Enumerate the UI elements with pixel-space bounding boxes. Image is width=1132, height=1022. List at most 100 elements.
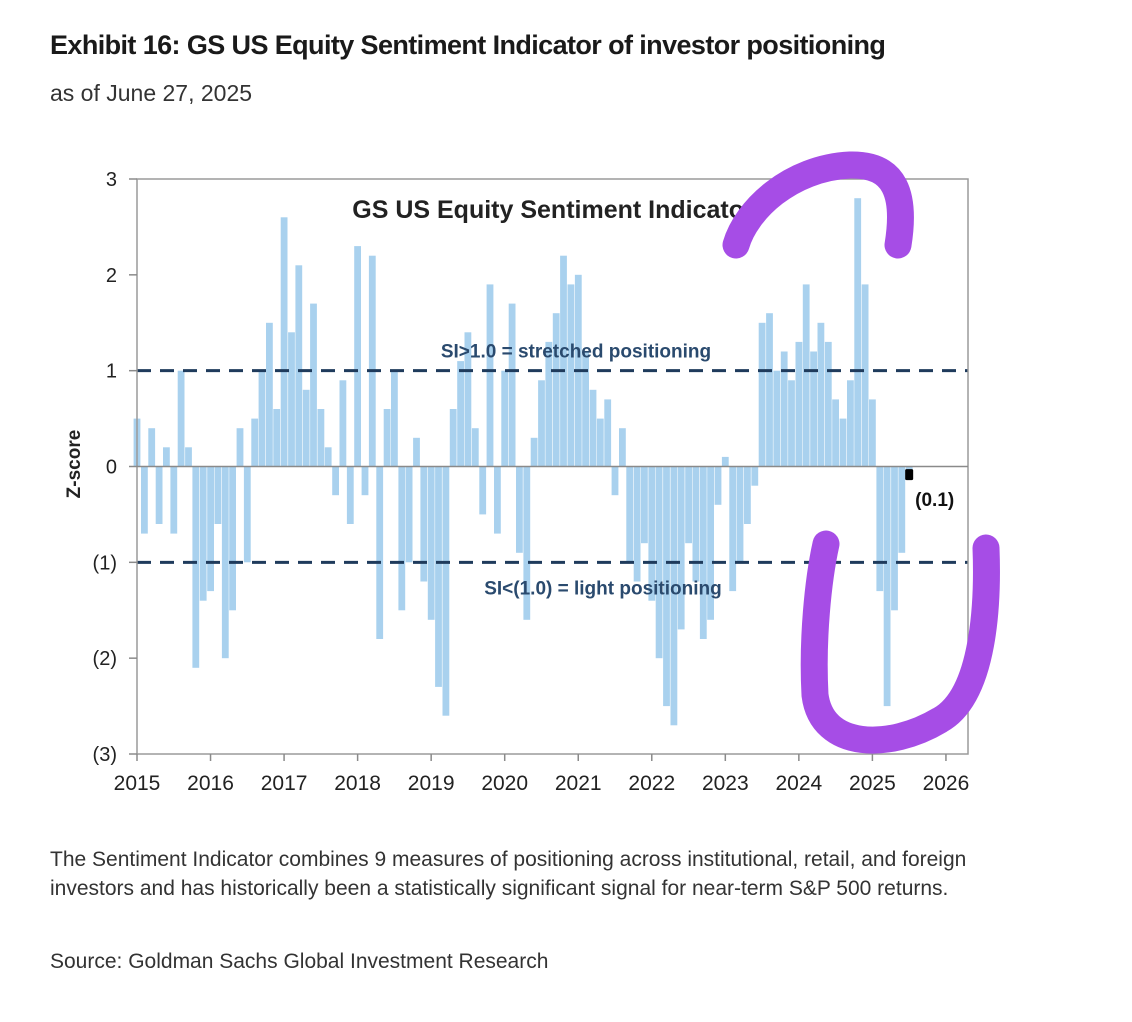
bar <box>707 466 714 620</box>
bar <box>288 332 295 467</box>
x-tick-label: 2019 <box>408 772 455 795</box>
bar <box>633 466 641 582</box>
bar <box>391 370 398 467</box>
bar <box>332 466 339 496</box>
exhibit-title: Exhibit 16: GS US Equity Sentiment Indic… <box>50 30 886 60</box>
bar <box>552 313 560 467</box>
bar <box>883 466 891 707</box>
highlight-stroke <box>800 530 1000 754</box>
bar <box>582 351 589 467</box>
bar <box>361 466 369 496</box>
x-tick-label: 2015 <box>114 772 161 795</box>
bar <box>427 466 435 620</box>
bar <box>847 380 854 467</box>
bar <box>869 399 876 467</box>
bar <box>383 409 391 467</box>
threshold-label: SI>1.0 = stretched positioning <box>441 342 711 363</box>
bar <box>302 389 310 467</box>
bar <box>207 466 214 592</box>
exhibit-subtitle: as of June 27, 2025 <box>50 80 253 106</box>
bar <box>508 303 516 467</box>
bar <box>251 418 259 467</box>
x-tick-label: 2026 <box>923 772 970 795</box>
bar <box>560 255 567 467</box>
y-tick-label: 1 <box>106 361 117 383</box>
x-tick-label: 2022 <box>628 772 675 795</box>
bar <box>788 380 795 467</box>
bar <box>648 466 656 601</box>
bar <box>310 303 317 467</box>
bar <box>773 370 781 467</box>
bar <box>185 447 192 467</box>
y-tick-label: 3 <box>106 169 117 191</box>
bar <box>626 466 634 563</box>
footnote-text: The Sentiment Indicator combines 9 measu… <box>50 848 967 900</box>
bar <box>435 466 442 687</box>
bar <box>494 466 501 534</box>
bar <box>538 380 545 467</box>
bar <box>802 284 810 467</box>
y-axis-label: Z-score <box>64 430 85 499</box>
bar <box>854 198 862 467</box>
sentiment-chart: SI>1.0 = stretched positioning SI<(1.0) =… <box>64 151 1000 795</box>
bar <box>751 466 759 486</box>
bar <box>398 466 406 611</box>
bar <box>376 466 384 639</box>
bar <box>339 380 347 467</box>
annotations: (0.1) <box>722 151 1000 754</box>
latest-value-label: (0.1) <box>915 490 954 511</box>
x-tick-label: 2024 <box>775 772 822 795</box>
bar <box>354 246 361 467</box>
bar <box>516 466 523 553</box>
axes: 3 2 1 0 (1) (2) (3) 2015 2016 2017 2018 2019 2020 202… <box>93 169 970 795</box>
bar <box>368 255 376 467</box>
bar <box>501 370 509 467</box>
bar <box>170 466 178 534</box>
bar <box>699 466 707 639</box>
y-tick-label: 0 <box>106 457 117 479</box>
bar <box>655 466 663 659</box>
bar <box>780 351 788 467</box>
bar <box>876 466 884 592</box>
latest-value-marker <box>905 469 914 481</box>
bar <box>898 466 906 553</box>
y-tick-label: (3) <box>93 744 117 766</box>
bar <box>199 466 207 601</box>
bar <box>824 341 832 467</box>
threshold-label: SI<(1.0) = light positioning <box>484 578 722 599</box>
x-tick-label: 2023 <box>702 772 749 795</box>
bar <box>479 466 487 515</box>
bar <box>670 466 678 726</box>
x-tick-label: 2025 <box>849 772 896 795</box>
bar <box>192 466 200 668</box>
bar <box>677 466 685 630</box>
x-tick-label: 2018 <box>334 772 381 795</box>
bar <box>229 466 236 611</box>
bar <box>817 322 825 467</box>
bar <box>177 370 185 467</box>
chart-title: GS US Equity Sentiment Indicator <box>352 196 754 224</box>
bar <box>663 466 670 707</box>
bar-series <box>133 198 913 726</box>
bar <box>266 322 273 467</box>
bar <box>324 447 332 467</box>
bar <box>457 361 464 467</box>
bar <box>449 409 457 467</box>
bar <box>221 466 229 659</box>
bar <box>567 284 575 467</box>
bar <box>405 466 413 563</box>
bar <box>795 341 803 467</box>
bar <box>486 284 494 467</box>
bar <box>295 265 303 467</box>
bar <box>464 332 472 467</box>
bar <box>692 466 700 582</box>
bar <box>420 466 428 582</box>
bar <box>163 447 170 467</box>
bar <box>839 418 847 467</box>
bar <box>736 466 744 563</box>
bar <box>729 466 737 592</box>
bar <box>280 217 288 467</box>
bar <box>346 466 354 524</box>
x-tick-label: 2016 <box>187 772 234 795</box>
bar <box>714 466 722 505</box>
